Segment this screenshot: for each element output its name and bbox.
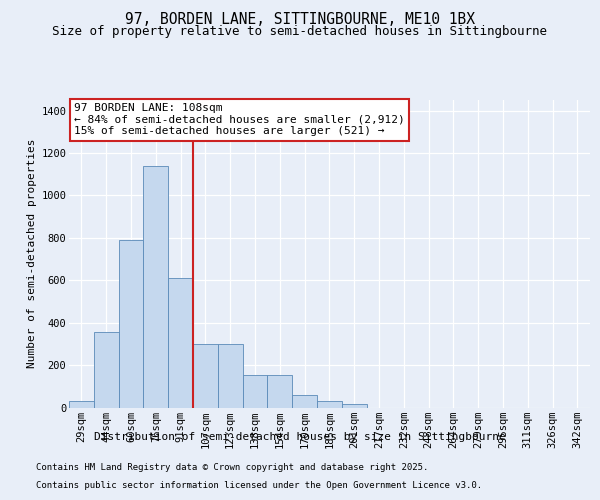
Text: Size of property relative to semi-detached houses in Sittingbourne: Size of property relative to semi-detach… <box>53 25 548 38</box>
Text: 97 BORDEN LANE: 108sqm
← 84% of semi-detached houses are smaller (2,912)
15% of : 97 BORDEN LANE: 108sqm ← 84% of semi-det… <box>74 103 405 136</box>
Bar <box>143 166 168 408</box>
Y-axis label: Number of semi-detached properties: Number of semi-detached properties <box>27 139 37 368</box>
Bar <box>193 344 218 408</box>
Bar <box>292 395 317 407</box>
Bar <box>218 344 242 408</box>
Bar <box>242 374 268 408</box>
Bar <box>342 404 367 407</box>
Bar <box>168 278 193 407</box>
Bar <box>268 374 292 408</box>
Bar <box>317 401 342 407</box>
Bar <box>119 240 143 408</box>
Text: Distribution of semi-detached houses by size in Sittingbourne: Distribution of semi-detached houses by … <box>94 432 506 442</box>
Text: 97, BORDEN LANE, SITTINGBOURNE, ME10 1BX: 97, BORDEN LANE, SITTINGBOURNE, ME10 1BX <box>125 12 475 28</box>
Text: Contains HM Land Registry data © Crown copyright and database right 2025.: Contains HM Land Registry data © Crown c… <box>36 464 428 472</box>
Bar <box>69 401 94 407</box>
Bar <box>94 332 119 407</box>
Text: Contains public sector information licensed under the Open Government Licence v3: Contains public sector information licen… <box>36 481 482 490</box>
